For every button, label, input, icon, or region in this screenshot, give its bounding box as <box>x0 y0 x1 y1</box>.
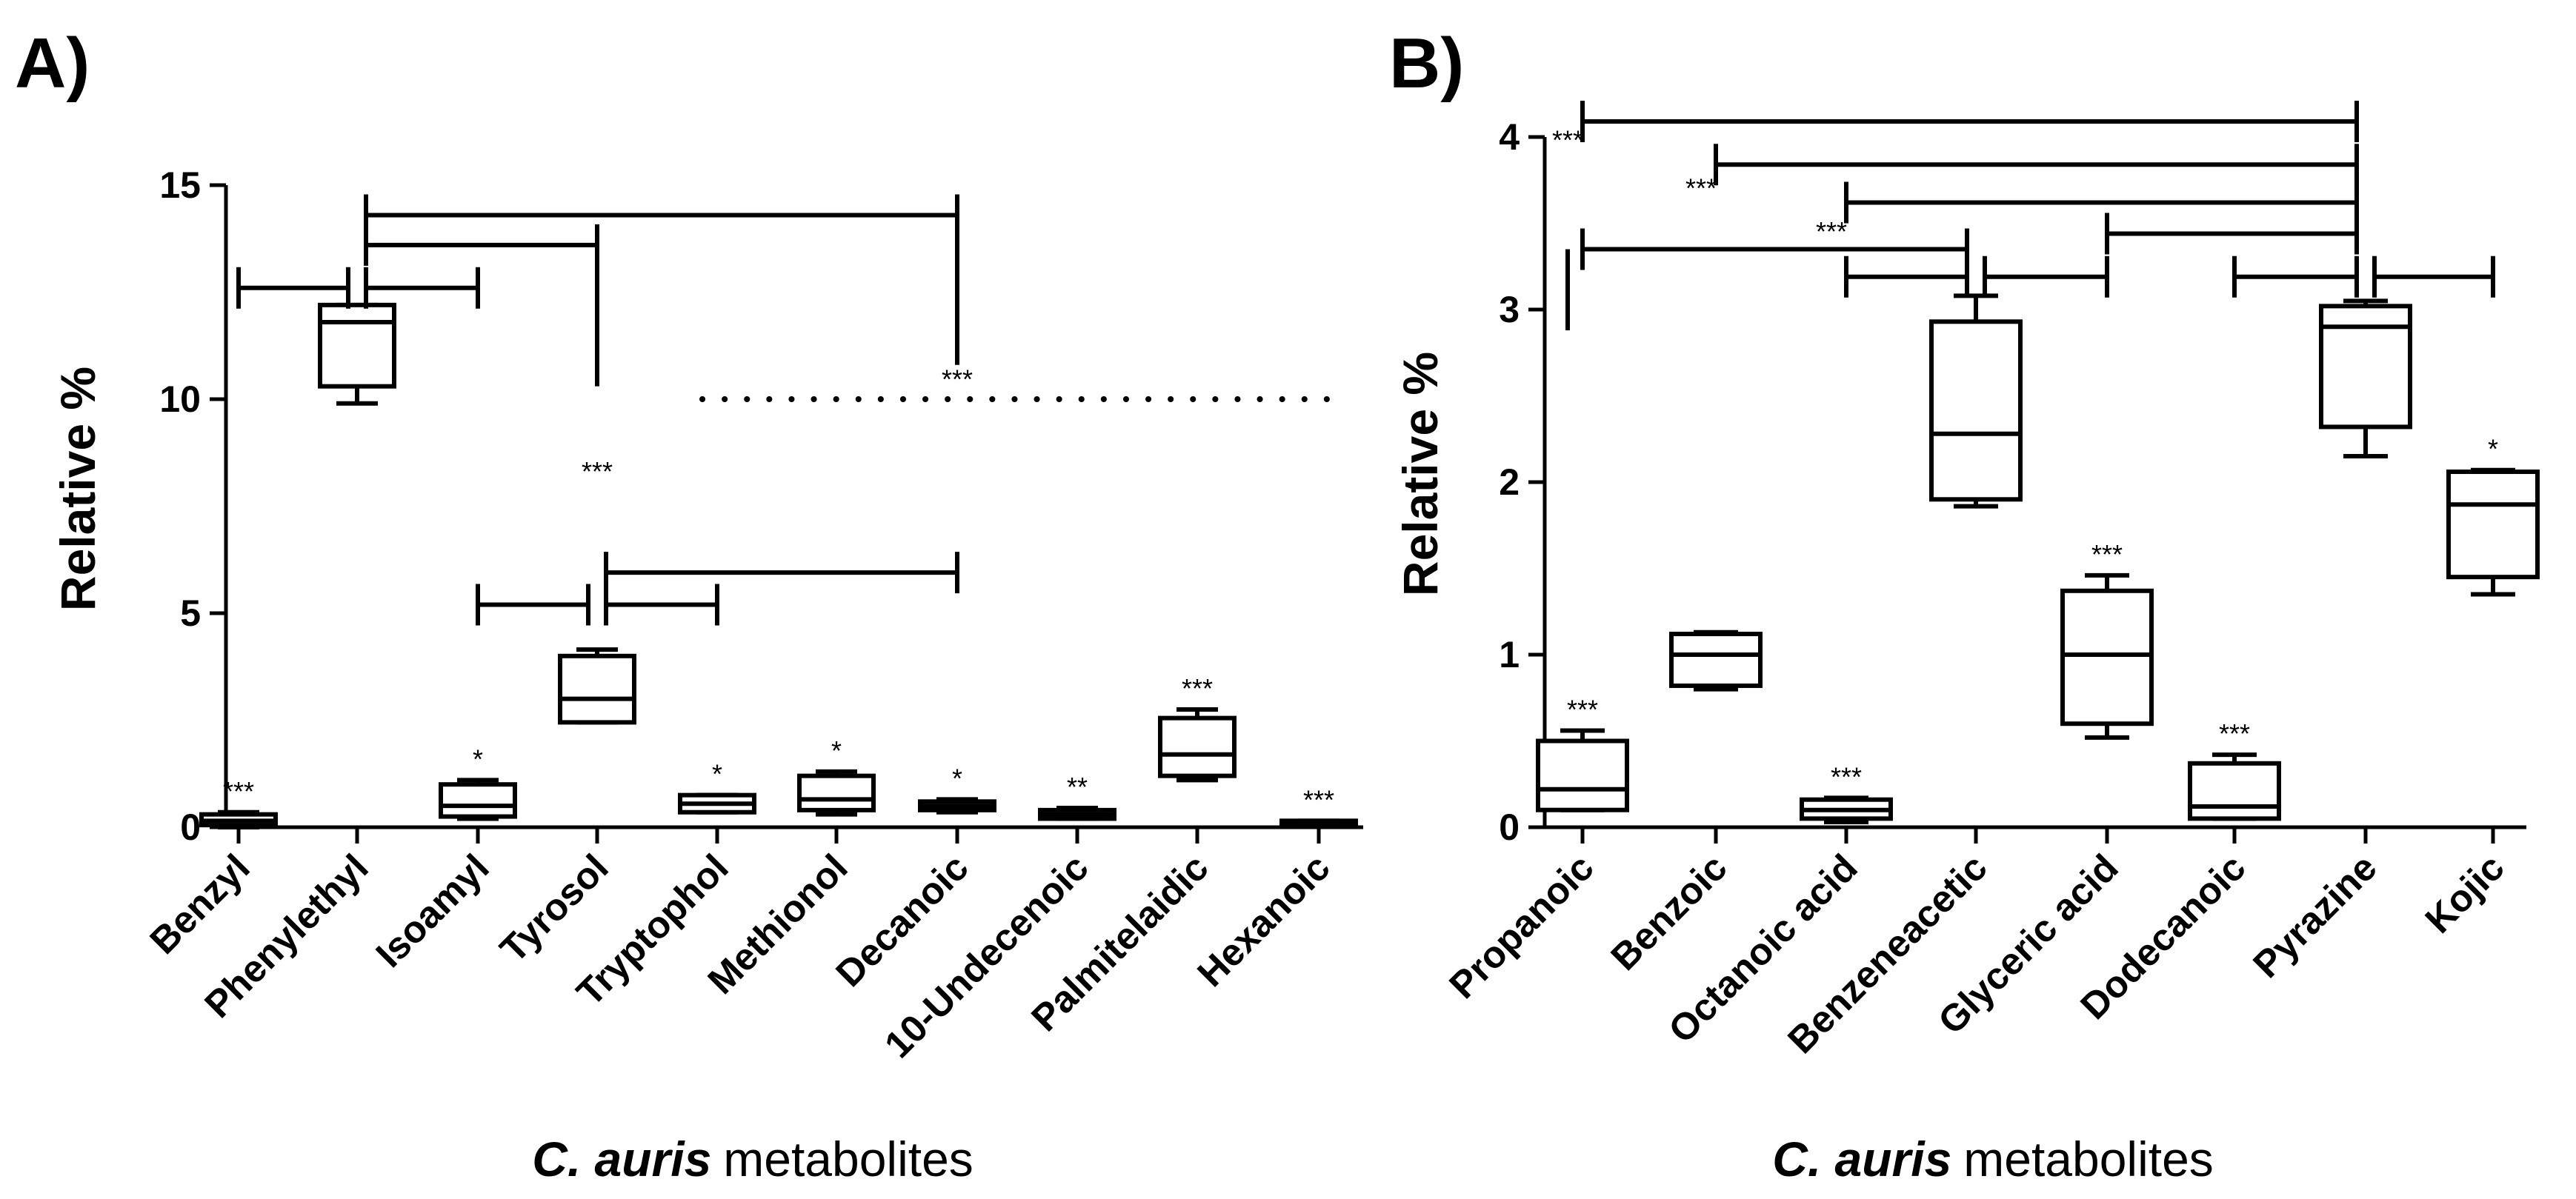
panel-b-bracket-4 <box>1580 228 1969 270</box>
panel-a-sig-decanoic: * <box>952 763 962 793</box>
panel-b-bracket-5 <box>1844 256 1969 298</box>
panel-a-box-tyrosol <box>558 653 636 725</box>
panel-a-sig-palmitelaidic: *** <box>1182 673 1213 704</box>
panel-a-x-tick-label-benzyl: Benzyl <box>142 846 258 962</box>
panel-b: B) Relative % C. auris metabolites 0 1 2 3 4 P… <box>1389 24 2540 1186</box>
panel-a-sig-hexanoic: *** <box>1303 784 1334 815</box>
panel-a-bracket-2 <box>364 224 599 266</box>
panel-b-sig-kojic: * <box>2488 434 2498 464</box>
panel-a-bracket-4 <box>476 584 590 626</box>
panel-b-x-axis-title: C. auris metabolites <box>1772 1132 2214 1186</box>
panel-b-y-axis-title: Relative % <box>1393 352 1448 596</box>
panel-a: A) Relative % C. auris metabolites 0 5 10 15… <box>15 24 1363 1186</box>
panel-b-sig-dodecanoic: *** <box>2219 718 2250 749</box>
panel-a-annotation-0: *** <box>942 364 973 395</box>
panel-a-bracket-3 <box>364 194 959 236</box>
panel-a-bracket-6 <box>604 552 959 594</box>
panel-a-sig-10-undecenoic: ** <box>1067 772 1088 802</box>
panel-b-box-dodecanoic <box>2188 761 2281 821</box>
panel-a-sig-benzyl: *** <box>223 776 254 806</box>
panel-a-y-tick-label-5: 5 <box>180 592 201 634</box>
panel-b-y-tick-label-3: 3 <box>1499 289 1520 330</box>
panel-a-y-tick-label-0: 0 <box>180 806 201 848</box>
panel-a-x-axis-title-rest: metabolites <box>723 1132 974 1186</box>
panel-b-annotation-1: *** <box>1685 173 1717 204</box>
panel-b-x-axis-title-rest: metabolites <box>1963 1132 2214 1186</box>
panel-a-x-axis-title-species: C. auris <box>532 1132 711 1186</box>
panel-b-x-tick-label-benzoic: Benzoic <box>1602 846 1735 978</box>
panel-b-bracket-1 <box>1714 144 2359 186</box>
panel-b-y-tick-label-0: 0 <box>1499 806 1520 848</box>
panel-a-box-phenylethyl <box>318 302 396 389</box>
panel-a-x-tick-label-tyrosol: Tyrosol <box>492 846 616 970</box>
panel-a-plot-area: 051015BenzylPhenylethylIsoamylTyrosolTry… <box>142 164 1363 1066</box>
panel-b-bracket-7 <box>2232 256 2359 298</box>
panel-a-box-isoamyl <box>439 782 517 819</box>
panel-a-y-tick-label-15: 15 <box>159 164 201 206</box>
panel-b-x-axis-title-species: C. auris <box>1772 1132 1951 1186</box>
panel-b-box-kojic <box>2446 470 2540 580</box>
panel-a-box-palmitelaidic <box>1158 715 1237 778</box>
panel-b-box-propanoic <box>1536 738 1629 812</box>
panel-a-x-tick-label-10-undecenoic: 10-Undecenoic <box>876 846 1096 1066</box>
panel-b-y-tick-label-1: 1 <box>1499 634 1520 675</box>
panel-a-y-axis-title: Relative % <box>50 367 105 611</box>
panel-a-label: A) <box>15 24 90 103</box>
panel-a-box-methionol <box>797 773 876 812</box>
panel-a-x-tick-label-isoamyl: Isoamyl <box>367 846 497 975</box>
panel-a-x-axis-title: C. auris metabolites <box>532 1132 974 1186</box>
panel-a-x-tick-label-hexanoic: Hexanoic <box>1189 846 1338 995</box>
panel-b-box-benzeneacetic <box>1929 319 2023 502</box>
panel-b-y-tick-label-4: 4 <box>1499 116 1520 158</box>
panel-b-bracket-2 <box>1844 181 2359 224</box>
panel-b-bracket-0 <box>1580 101 2359 143</box>
panel-b-sig-propanoic: *** <box>1567 695 1598 725</box>
panel-a-bracket-1 <box>364 267 480 309</box>
panel-b-sig-octanoic-acid: *** <box>1831 761 1862 792</box>
panel-b-bracket-3 <box>2105 213 2359 255</box>
panel-b-annotation-2: *** <box>1816 216 1847 247</box>
panel-b-x-tick-label-pyrazine: Pyrazine <box>2245 846 2385 986</box>
panel-a-sig-methionol: * <box>831 735 842 766</box>
panel-b-bracket-6 <box>1983 256 2109 298</box>
panel-b-bracket-8 <box>2372 256 2495 298</box>
panel-b-x-tick-label-kojic: Kojic <box>2417 846 2512 941</box>
panel-a-bracket-0 <box>236 267 350 309</box>
panel-b-box-pyrazine <box>2319 304 2412 430</box>
panel-a-sig-isoamyl: * <box>473 744 483 774</box>
panel-b-annotation-0: *** <box>1552 124 1583 155</box>
panel-b-box-glyceric-acid <box>2060 588 2154 727</box>
panel-a-y-tick-label-10: 10 <box>159 378 201 420</box>
panel-a-bracket-5 <box>604 584 719 626</box>
panel-b-sig-glyceric-acid: *** <box>2091 539 2123 570</box>
panel-b-label: B) <box>1389 24 1464 103</box>
panel-b-x-tick-label-propanoic: Propanoic <box>1441 846 1602 1006</box>
panel-a-sig-tryptophol: * <box>712 759 722 789</box>
panel-a-annotation-1: *** <box>582 456 613 487</box>
panel-b-box-benzoic <box>1669 632 1763 688</box>
panel-b-y-tick-label-2: 2 <box>1499 461 1520 503</box>
